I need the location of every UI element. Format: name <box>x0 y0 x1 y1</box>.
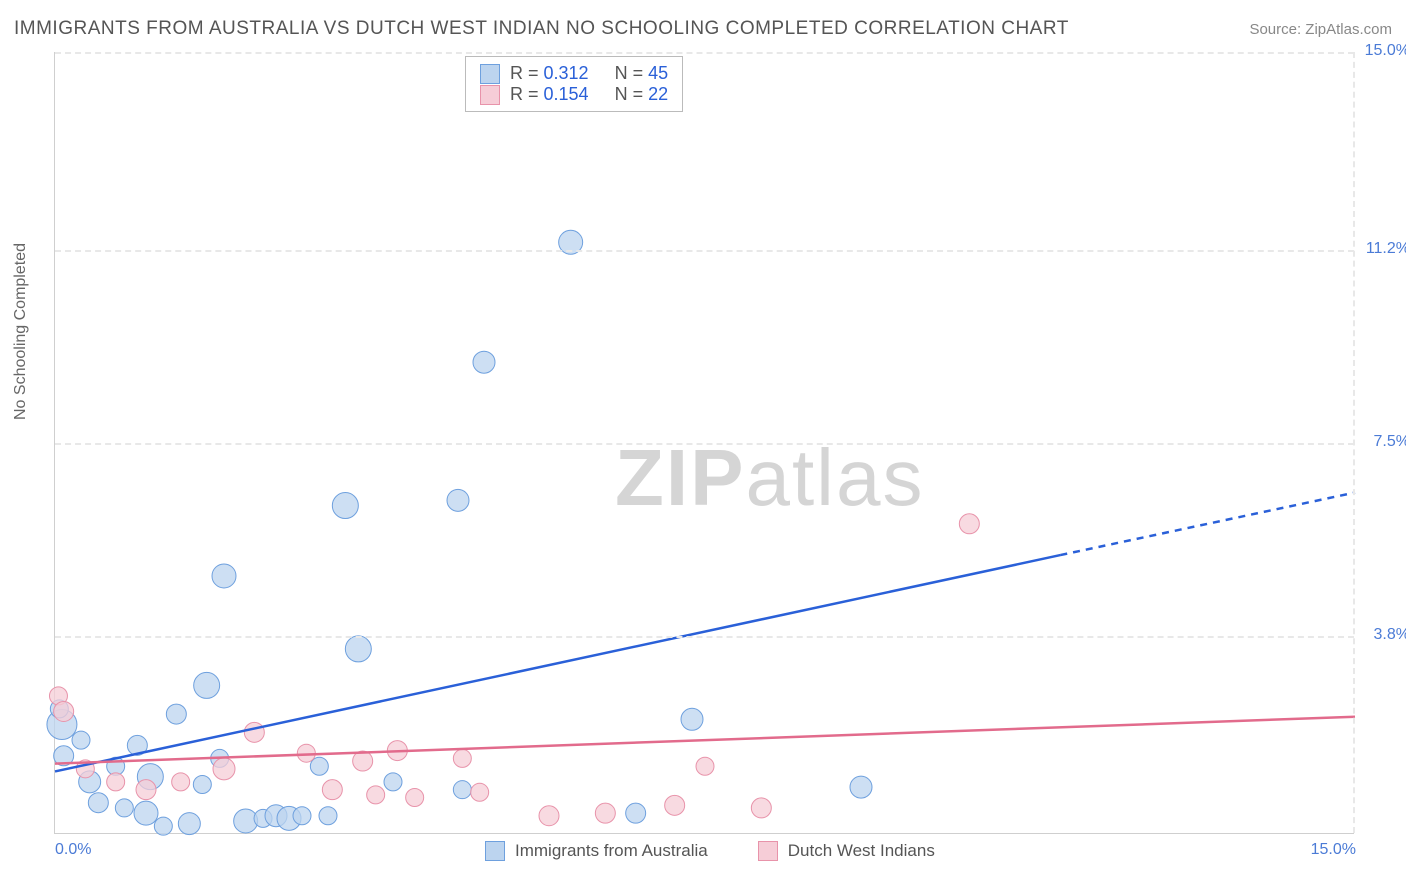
legend-label: Immigrants from Australia <box>515 841 708 861</box>
data-point <box>72 731 90 749</box>
data-point <box>447 489 469 511</box>
y-axis-label: No Schooling Completed <box>12 243 30 420</box>
gridline-h <box>55 443 1354 445</box>
data-point <box>115 799 133 817</box>
y-tick-label: 15.0% <box>1360 42 1406 60</box>
data-point <box>154 817 172 835</box>
data-point <box>136 780 156 800</box>
gridline-h <box>55 636 1354 638</box>
title-bar: IMMIGRANTS FROM AUSTRALIA VS DUTCH WEST … <box>14 18 1392 40</box>
r-value: 0.154 <box>544 84 589 104</box>
data-point <box>244 722 264 742</box>
data-point <box>665 795 685 815</box>
data-point <box>322 780 342 800</box>
swatch-icon <box>758 841 778 861</box>
x-tick-min: 0.0% <box>55 841 91 859</box>
data-point <box>345 636 371 662</box>
data-point <box>166 704 186 724</box>
data-point <box>595 803 615 823</box>
n-value: 45 <box>648 63 668 83</box>
stats-row: R = 0.312 N = 45 <box>480 63 668 84</box>
data-point <box>193 775 211 793</box>
x-tick-max: 15.0% <box>1311 841 1356 859</box>
r-value: 0.312 <box>544 63 589 83</box>
data-point <box>539 806 559 826</box>
data-point <box>751 798 771 818</box>
regression-line <box>55 555 1060 771</box>
source-attribution: Source: ZipAtlas.com <box>1249 21 1392 38</box>
legend-item: Dutch West Indians <box>758 841 935 861</box>
data-point <box>453 781 471 799</box>
regression-line <box>1060 493 1355 556</box>
y-tick-label: 7.5% <box>1360 433 1406 451</box>
gridline-h <box>55 250 1354 252</box>
data-point <box>88 793 108 813</box>
data-point <box>453 749 471 767</box>
stats-row: R = 0.154 N = 22 <box>480 84 668 105</box>
data-point <box>172 773 190 791</box>
data-point <box>107 773 125 791</box>
y-tick-label: 11.2% <box>1360 240 1406 258</box>
data-point <box>473 351 495 373</box>
data-point <box>471 783 489 801</box>
data-point <box>384 773 402 791</box>
data-point <box>681 708 703 730</box>
data-point <box>626 803 646 823</box>
y-tick-label: 3.8% <box>1360 626 1406 644</box>
data-point <box>212 564 236 588</box>
data-point <box>367 786 385 804</box>
n-value: 22 <box>648 84 668 104</box>
swatch-icon <box>480 64 500 84</box>
swatch-icon <box>485 841 505 861</box>
gridline-v <box>1353 52 1355 833</box>
data-point <box>332 493 358 519</box>
gridline-h <box>55 52 1354 54</box>
swatch-icon <box>480 85 500 105</box>
data-point <box>213 758 235 780</box>
data-point <box>319 807 337 825</box>
data-point <box>134 801 158 825</box>
plot-area: ZIPatlas 0.0% 15.0% R = 0.312 N = 45 R =… <box>54 52 1354 834</box>
data-point <box>959 514 979 534</box>
legend-item: Immigrants from Australia <box>485 841 708 861</box>
chart-title: IMMIGRANTS FROM AUSTRALIA VS DUTCH WEST … <box>14 18 1069 40</box>
data-point <box>194 672 220 698</box>
data-point <box>293 807 311 825</box>
data-point <box>850 776 872 798</box>
data-point <box>406 789 424 807</box>
data-point <box>696 757 714 775</box>
data-point <box>178 813 200 835</box>
data-point <box>54 701 74 721</box>
stats-legend-box: R = 0.312 N = 45 R = 0.154 N = 22 <box>465 56 683 112</box>
bottom-legend: Immigrants from Australia Dutch West Ind… <box>485 841 935 861</box>
legend-label: Dutch West Indians <box>788 841 935 861</box>
